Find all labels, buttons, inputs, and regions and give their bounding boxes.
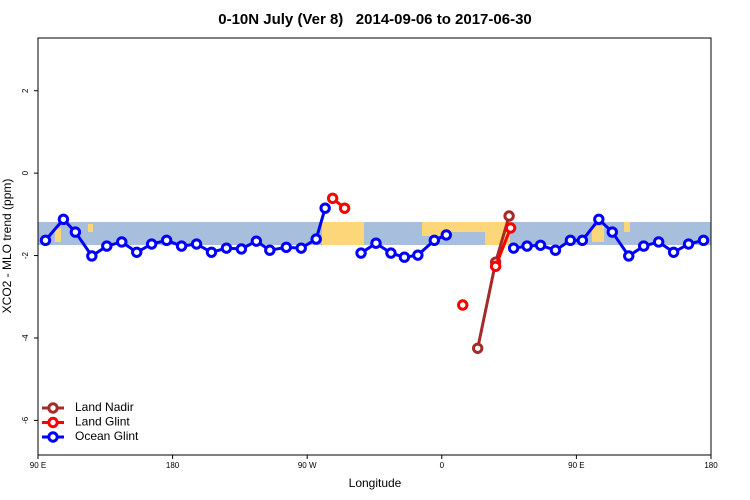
point xyxy=(326,192,339,204)
point xyxy=(606,226,618,238)
point xyxy=(564,234,577,247)
y-axis-label: XCO2 - MLO trend (ppm) xyxy=(0,179,14,314)
x-tick-label: 0 xyxy=(440,461,445,470)
point xyxy=(250,235,263,247)
point xyxy=(338,202,351,214)
y-tick-label: -4 xyxy=(21,334,30,342)
legend-marker xyxy=(47,416,59,429)
point xyxy=(593,213,605,226)
legend-label: Land Nadir xyxy=(75,400,134,414)
chart-title: 0-10N July (Ver 8) 2014-09-06 to 2017-06… xyxy=(218,11,532,28)
point xyxy=(69,226,82,238)
point xyxy=(667,246,680,258)
x-tick-label: 90 E xyxy=(568,461,584,470)
point xyxy=(116,236,128,248)
legend-label: Ocean Glint xyxy=(75,429,139,443)
series-line xyxy=(494,227,512,267)
point xyxy=(440,229,452,241)
point xyxy=(623,250,635,262)
point xyxy=(86,250,98,262)
point xyxy=(471,342,484,354)
point xyxy=(549,244,562,256)
point xyxy=(521,240,533,252)
point xyxy=(264,244,276,256)
point xyxy=(295,242,307,254)
point xyxy=(175,240,188,252)
x-tick-label: 180 xyxy=(704,461,718,470)
point xyxy=(39,234,52,247)
x-tick-label: 90 E xyxy=(30,461,46,470)
point xyxy=(160,234,173,247)
x-tick-label: 180 xyxy=(166,461,180,470)
legend-marker xyxy=(47,431,59,443)
point xyxy=(534,239,547,251)
point xyxy=(576,234,589,247)
y-tick-label: 0 xyxy=(21,170,30,175)
point xyxy=(638,240,650,252)
point xyxy=(652,236,665,248)
point xyxy=(503,210,515,222)
point xyxy=(682,238,695,250)
point xyxy=(235,243,248,255)
y-tick-label: 2 xyxy=(21,88,30,93)
point xyxy=(398,251,411,263)
point xyxy=(504,222,517,234)
x-tick-label: 90 W xyxy=(298,461,317,470)
point xyxy=(280,241,292,254)
point xyxy=(190,238,203,250)
point xyxy=(370,237,382,249)
x-axis-label: Longitude xyxy=(349,476,402,490)
map-strip xyxy=(38,222,711,245)
y-tick-label: -6 xyxy=(21,416,30,424)
point xyxy=(412,249,424,261)
point xyxy=(428,234,441,247)
y-tick-label: -2 xyxy=(21,251,30,259)
point xyxy=(385,247,397,259)
point xyxy=(57,213,70,226)
point xyxy=(319,202,331,214)
plot-frame xyxy=(37,37,712,456)
legend-label: Land Glint xyxy=(75,415,130,429)
point xyxy=(457,299,469,311)
point xyxy=(310,233,322,245)
point xyxy=(507,242,520,254)
point xyxy=(489,260,502,272)
point xyxy=(145,238,158,250)
point xyxy=(220,242,233,254)
point xyxy=(131,246,143,258)
legend-marker xyxy=(47,402,59,414)
point xyxy=(101,240,113,252)
point xyxy=(355,247,367,259)
point xyxy=(697,234,710,247)
point xyxy=(205,246,218,258)
